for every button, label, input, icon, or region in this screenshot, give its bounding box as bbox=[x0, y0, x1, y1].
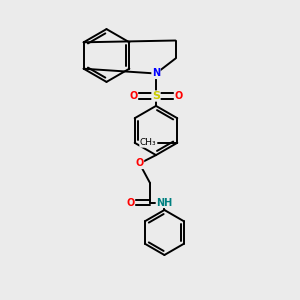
Text: O: O bbox=[129, 91, 138, 101]
Text: S: S bbox=[152, 91, 160, 101]
Text: NH: NH bbox=[156, 197, 172, 208]
Text: CH₃: CH₃ bbox=[140, 138, 156, 147]
Text: O: O bbox=[126, 197, 135, 208]
Text: O: O bbox=[174, 91, 183, 101]
Text: N: N bbox=[152, 68, 160, 79]
Text: O: O bbox=[135, 158, 144, 169]
